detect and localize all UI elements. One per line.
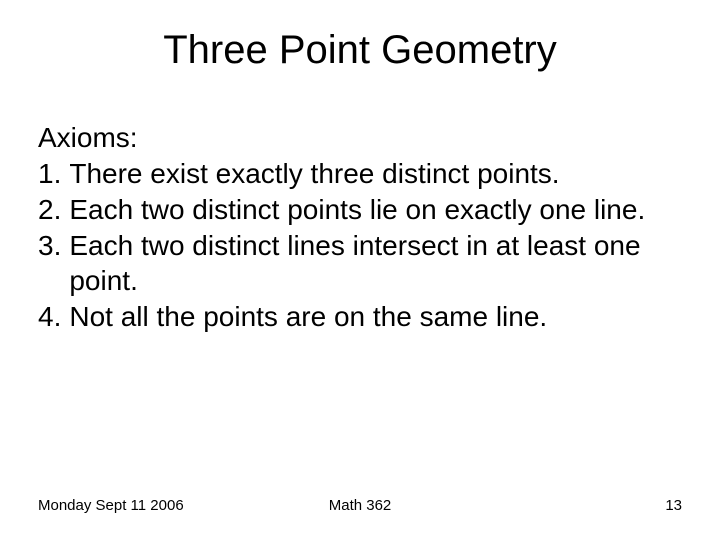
axiom-text: Each two distinct points lie on exactly … xyxy=(61,193,682,227)
axiom-text: There exist exactly three distinct point… xyxy=(61,157,682,191)
axiom-number: 2. xyxy=(38,193,61,227)
axioms-label: Axioms: xyxy=(38,121,682,155)
slide-body: Axioms: 1. There exist exactly three dis… xyxy=(0,83,720,334)
axiom-text: Not all the points are on the same line. xyxy=(61,300,682,334)
slide: Three Point Geometry Axioms: 1. There ex… xyxy=(0,0,720,540)
footer-date: Monday Sept 11 2006 xyxy=(38,497,184,514)
axiom-text: Each two distinct lines intersect in at … xyxy=(61,229,682,297)
axiom-number: 4. xyxy=(38,300,61,334)
list-item: 1. There exist exactly three distinct po… xyxy=(38,157,682,191)
footer-course: Math 362 xyxy=(329,497,392,514)
axiom-list: 1. There exist exactly three distinct po… xyxy=(38,157,682,334)
axiom-number: 1. xyxy=(38,157,61,191)
footer-page-number: 13 xyxy=(665,497,682,514)
slide-title: Three Point Geometry xyxy=(0,0,720,83)
list-item: 4. Not all the points are on the same li… xyxy=(38,300,682,334)
list-item: 2. Each two distinct points lie on exact… xyxy=(38,193,682,227)
axiom-number: 3. xyxy=(38,229,61,297)
slide-footer: Monday Sept 11 2006 Math 362 13 xyxy=(0,497,720,514)
list-item: 3. Each two distinct lines intersect in … xyxy=(38,229,682,297)
